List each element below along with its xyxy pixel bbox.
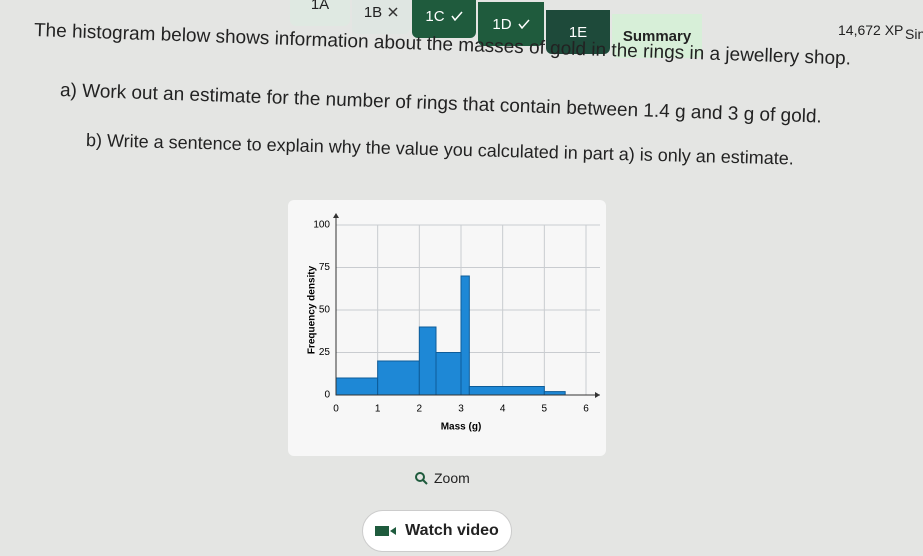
x-tick-label: 6	[583, 404, 589, 415]
axis-arrow	[333, 213, 339, 218]
axis-arrow	[595, 392, 600, 398]
y-tick-label: 50	[319, 305, 331, 316]
x-tick-label: 0	[333, 404, 339, 415]
user-name: Sin	[905, 26, 923, 42]
y-tick-label: 25	[319, 347, 331, 358]
bar	[435, 352, 462, 396]
tab-label: 1A	[310, 0, 330, 13]
tab-label: 1C	[425, 7, 445, 25]
y-tick-label: 75	[319, 262, 331, 273]
watch-video-label: Watch video	[405, 522, 499, 539]
video-icon	[375, 526, 397, 536]
zoom-button[interactable]: Zoom	[414, 470, 470, 486]
bar	[460, 275, 470, 396]
x-tick-label: 3	[458, 404, 464, 415]
tab-label: Summary	[622, 27, 692, 45]
question-part-b: b) Write a sentence to explain why the v…	[85, 130, 795, 169]
tab[interactable]: 1B	[352, 0, 410, 34]
x-tick-label: 2	[417, 404, 423, 415]
tab-label: 1E	[568, 23, 588, 41]
bar	[377, 360, 420, 396]
x-tick-label: 1	[375, 404, 381, 415]
question-part-a: a) Work out an estimate for the number o…	[59, 80, 823, 128]
cross-icon	[388, 7, 398, 17]
zoom-label: Zoom	[434, 470, 470, 486]
x-axis-label: Mass (g)	[441, 422, 482, 433]
bar	[468, 386, 545, 396]
tab-label: 1D	[492, 15, 512, 33]
y-tick-label: 0	[324, 390, 330, 401]
bar	[335, 377, 379, 396]
y-axis-label: Frequency density	[307, 265, 318, 354]
tab[interactable]: 1D	[478, 2, 544, 46]
chart: 0 25 50 75 100 0 1 2 3 4 5 6 Mass (g) Frequency densi…	[307, 213, 600, 433]
tick-icon	[450, 11, 463, 21]
tick-icon	[517, 19, 530, 29]
tab[interactable]: Summary	[612, 14, 702, 58]
tab[interactable]: 1A	[290, 0, 350, 26]
watch-video-button[interactable]: Watch video	[362, 510, 512, 552]
bar	[543, 391, 566, 396]
xp: 14,672 XP	[838, 22, 904, 38]
chart-card: 0 25 50 75 100 0 1 2 3 4 5 6 Mass (g) Frequency densi…	[288, 200, 606, 456]
tab[interactable]: 1C	[412, 0, 476, 38]
x-tick-label: 4	[500, 404, 506, 415]
y-tick-label: 100	[313, 220, 330, 231]
tab[interactable]: 1E	[546, 10, 610, 54]
zoom-icon	[415, 472, 428, 485]
tab-label: 1B	[363, 3, 383, 21]
bar	[418, 326, 437, 396]
x-tick-label: 5	[542, 404, 548, 415]
